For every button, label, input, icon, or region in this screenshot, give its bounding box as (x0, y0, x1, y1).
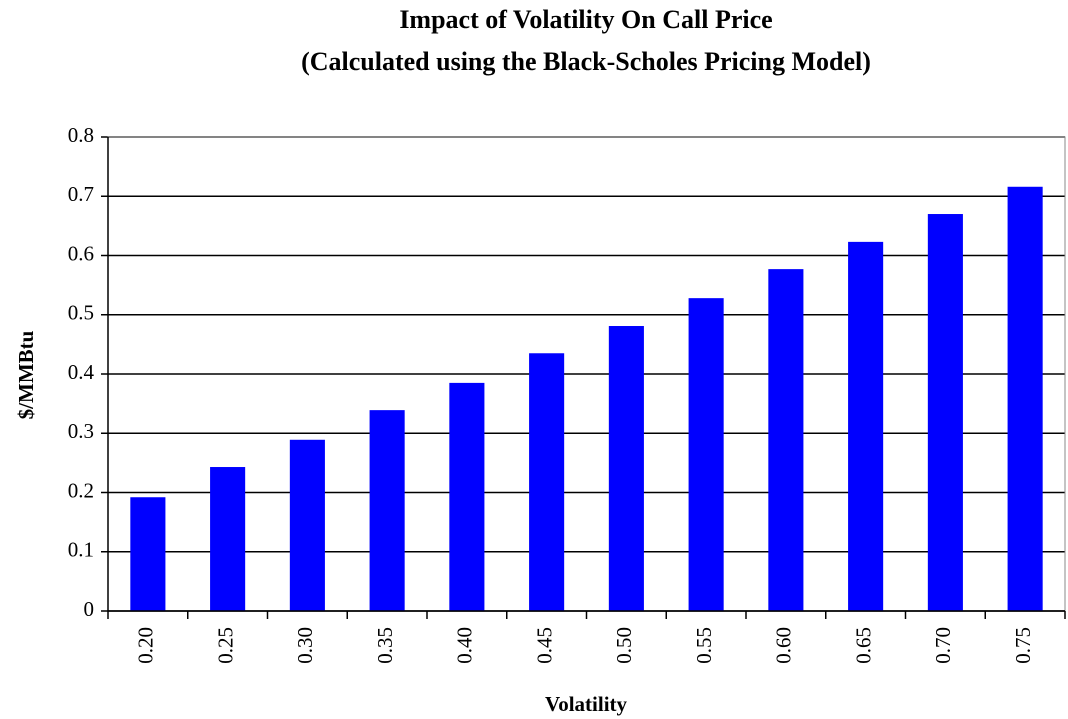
x-tick-label: 0.60 (772, 627, 796, 664)
x-tick-label: 0.35 (373, 627, 397, 664)
y-tick-label: 0.7 (68, 182, 94, 206)
x-tick-label: 0.55 (692, 627, 716, 664)
y-tick-label: 0.8 (68, 123, 94, 147)
y-axis-label: $/MMBtu (14, 330, 38, 419)
bar (369, 410, 405, 611)
x-axis-label: Volatility (545, 692, 628, 716)
x-tick-label: 0.65 (851, 627, 875, 664)
bar (1007, 186, 1043, 611)
y-tick-label: 0.5 (68, 301, 94, 325)
bar (289, 439, 325, 611)
bar (449, 382, 485, 611)
x-tick-label: 0.45 (532, 627, 556, 664)
bar (848, 241, 884, 611)
x-tick-label: 0.25 (213, 627, 237, 664)
chart-subtitle: (Calculated using the Black-Scholes Pric… (301, 47, 871, 76)
bar (608, 326, 644, 611)
x-tick-label: 0.70 (931, 627, 955, 664)
y-tick-label: 0 (84, 597, 95, 621)
bar (130, 497, 166, 611)
x-tick-label: 0.20 (134, 627, 158, 664)
bar (768, 269, 804, 611)
x-tick-label: 0.50 (612, 627, 636, 664)
x-tick-label: 0.30 (293, 627, 317, 664)
bar (529, 353, 565, 611)
y-tick-label: 0.6 (68, 241, 94, 265)
x-tick-label: 0.75 (1011, 627, 1035, 664)
bar (927, 214, 963, 611)
y-tick-label: 0.3 (68, 419, 94, 443)
bar (210, 467, 246, 611)
y-tick-label: 0.2 (68, 478, 94, 502)
y-tick-label: 0.4 (68, 360, 95, 384)
y-tick-label: 0.1 (68, 538, 94, 562)
chart-title: Impact of Volatility On Call Price (399, 5, 772, 34)
bar (688, 298, 724, 611)
x-tick-label: 0.40 (453, 627, 477, 664)
